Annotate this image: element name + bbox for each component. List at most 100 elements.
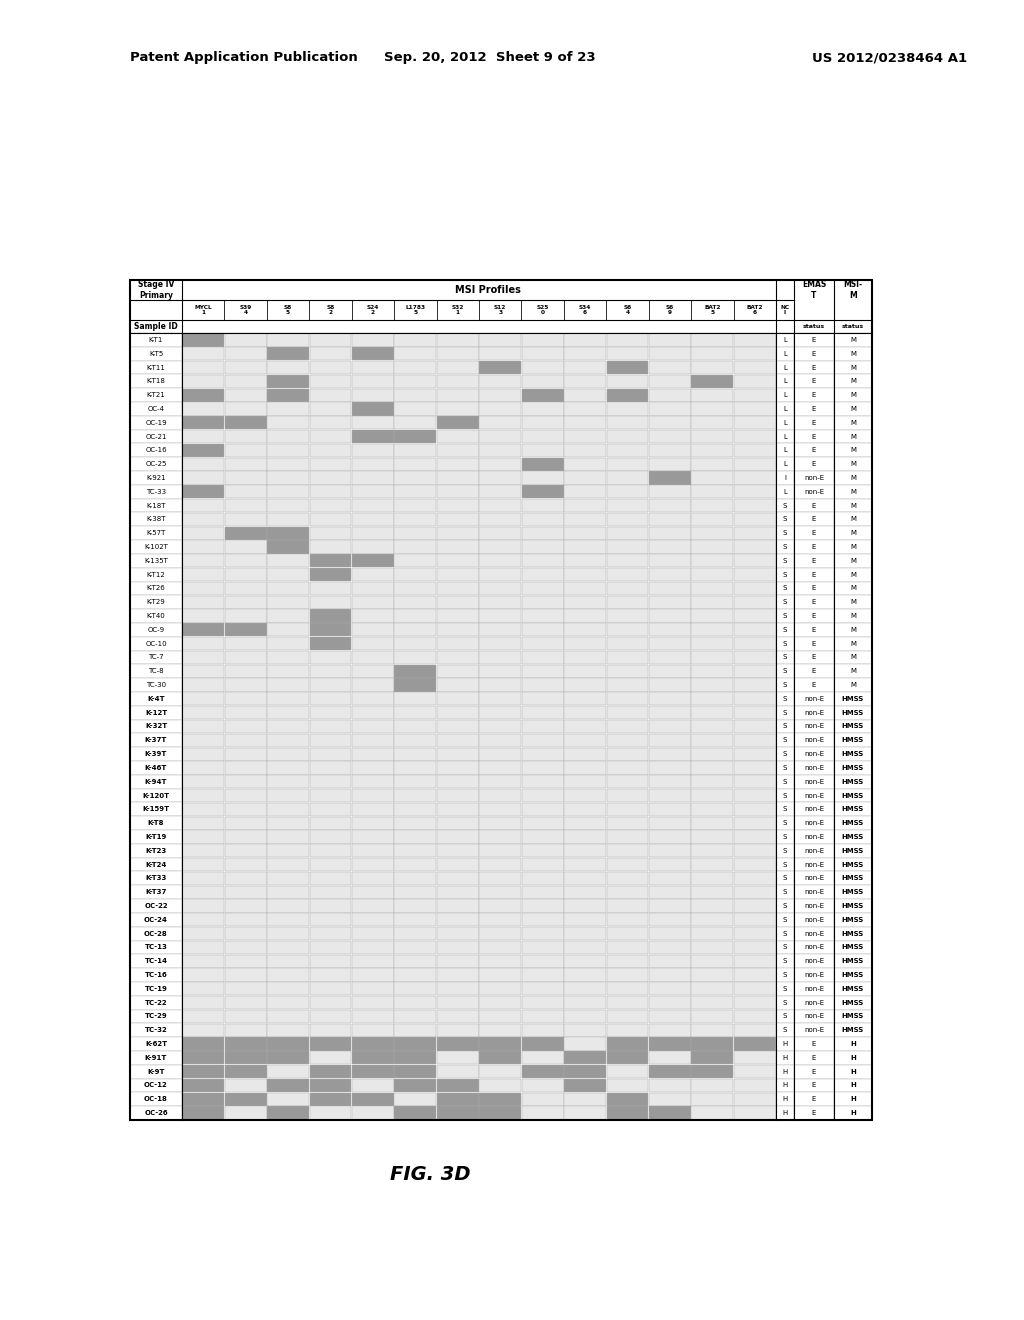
Bar <box>182 775 224 788</box>
Text: K-T37: K-T37 <box>145 890 167 895</box>
Text: TC-8: TC-8 <box>148 668 164 675</box>
Bar <box>834 775 872 788</box>
Bar <box>834 747 872 762</box>
Bar <box>224 692 266 705</box>
Bar <box>691 899 733 912</box>
Bar <box>834 954 872 968</box>
Text: K-159T: K-159T <box>142 807 170 812</box>
Text: non-E: non-E <box>804 710 824 715</box>
Text: E: E <box>812 516 816 523</box>
Bar <box>776 471 794 484</box>
Text: S8
2: S8 2 <box>327 305 335 315</box>
Bar <box>606 610 648 623</box>
Text: E: E <box>812 531 816 536</box>
Bar <box>734 789 776 803</box>
Text: E: E <box>812 1041 816 1047</box>
Bar <box>522 430 563 444</box>
Bar <box>309 512 351 525</box>
Bar <box>564 471 606 484</box>
Bar <box>479 444 521 457</box>
Bar <box>776 595 794 609</box>
Bar <box>794 830 834 843</box>
Bar <box>522 471 563 484</box>
Bar <box>130 512 182 527</box>
Bar <box>352 886 394 899</box>
Bar <box>776 692 794 706</box>
Text: M: M <box>850 379 856 384</box>
Text: S: S <box>782 640 787 647</box>
Bar <box>734 1065 776 1078</box>
Text: non-E: non-E <box>804 475 824 480</box>
Bar <box>794 747 834 762</box>
Bar <box>479 403 521 416</box>
Bar <box>776 457 794 471</box>
Bar <box>734 913 776 927</box>
Text: S: S <box>782 599 787 606</box>
Bar <box>479 982 521 995</box>
Bar <box>130 360 182 375</box>
Bar <box>352 845 394 858</box>
Text: HMSS: HMSS <box>842 944 864 950</box>
Bar <box>649 982 691 995</box>
Bar <box>267 388 309 401</box>
Text: FIG. 3D: FIG. 3D <box>390 1166 470 1184</box>
Bar <box>437 1010 478 1023</box>
Bar <box>734 734 776 747</box>
Bar <box>267 1078 309 1092</box>
Bar <box>691 610 733 623</box>
Bar <box>437 486 478 499</box>
Bar <box>691 954 733 968</box>
Bar <box>309 719 351 733</box>
Text: TC-30: TC-30 <box>146 682 166 688</box>
Bar <box>776 830 794 843</box>
Bar <box>834 1051 872 1065</box>
Bar <box>776 388 794 403</box>
Text: S: S <box>782 875 787 882</box>
Bar <box>691 747 733 760</box>
Bar <box>564 623 606 636</box>
Bar <box>522 678 563 692</box>
Bar <box>649 775 691 788</box>
Bar <box>352 540 394 553</box>
Text: K-T8: K-T8 <box>147 820 164 826</box>
Text: K-94T: K-94T <box>144 779 167 784</box>
Text: HMSS: HMSS <box>842 862 864 867</box>
Bar <box>394 388 436 401</box>
Bar <box>564 486 606 499</box>
Bar <box>834 734 872 747</box>
Bar <box>309 416 351 429</box>
Text: EMAS
T: EMAS T <box>802 280 826 300</box>
Text: HMSS: HMSS <box>842 807 864 812</box>
Bar <box>309 1038 351 1051</box>
Bar <box>224 734 266 747</box>
Bar <box>522 1093 563 1106</box>
Text: HMSS: HMSS <box>842 890 864 895</box>
Bar <box>564 969 606 982</box>
Text: OC-4: OC-4 <box>147 407 165 412</box>
Text: K-12T: K-12T <box>144 710 167 715</box>
Bar <box>267 692 309 705</box>
Bar <box>352 360 394 374</box>
Bar <box>834 280 872 319</box>
Bar <box>351 300 394 319</box>
Bar <box>309 982 351 995</box>
Text: M: M <box>850 655 856 660</box>
Bar <box>394 1023 436 1036</box>
Bar <box>564 1010 606 1023</box>
Text: H: H <box>850 1041 856 1047</box>
Bar <box>437 1065 478 1078</box>
Bar <box>649 540 691 553</box>
Text: non-E: non-E <box>804 488 824 495</box>
Bar <box>224 554 266 568</box>
Text: E: E <box>812 655 816 660</box>
Bar <box>649 1065 691 1078</box>
Bar <box>522 719 563 733</box>
Text: non-E: non-E <box>804 696 824 702</box>
Bar <box>309 886 351 899</box>
Bar <box>479 471 521 484</box>
Bar <box>834 457 872 471</box>
Bar <box>834 899 872 913</box>
Bar <box>794 280 834 319</box>
Bar <box>309 899 351 912</box>
Bar <box>394 982 436 995</box>
